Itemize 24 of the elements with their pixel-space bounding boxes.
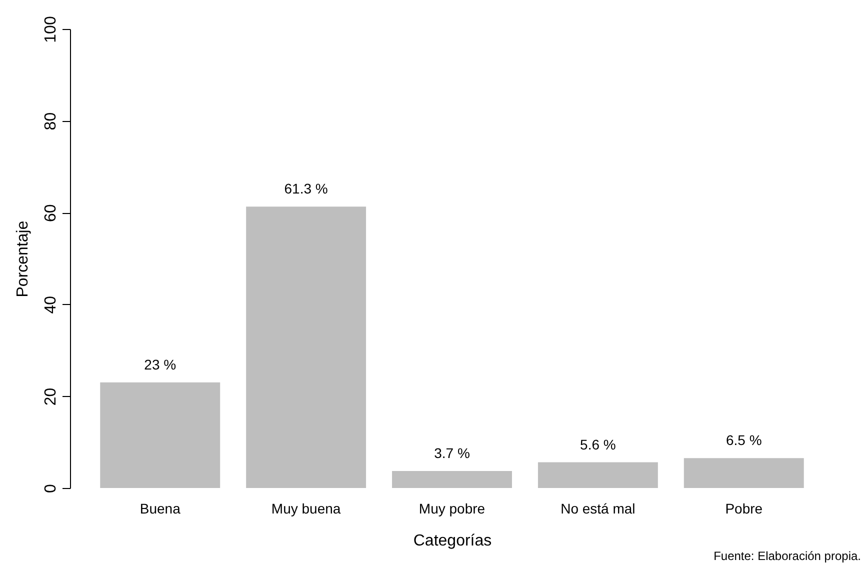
data-label: 5.6 % xyxy=(580,436,616,452)
bar xyxy=(392,471,512,488)
data-label: 3.7 % xyxy=(434,445,470,462)
x-axis-title: Categorías xyxy=(413,532,492,550)
y-axis-title: Porcentaje xyxy=(14,220,32,298)
y-tick-label: 0 xyxy=(42,484,60,493)
x-tick-label: Buena xyxy=(140,500,181,516)
x-tick-label: Muy buena xyxy=(271,500,341,516)
y-tick-label: 60 xyxy=(42,204,60,222)
y-tick-label: 100 xyxy=(42,16,60,43)
y-tick-label: 40 xyxy=(42,296,60,314)
x-tick-label: Muy pobre xyxy=(418,500,486,516)
data-label: 23 % xyxy=(144,356,176,372)
y-tick-label: 20 xyxy=(42,388,60,406)
bar xyxy=(538,462,658,488)
x-tick-label: No está mal xyxy=(560,500,636,516)
data-label: 61.3 % xyxy=(284,180,328,197)
x-tick-label: Pobre xyxy=(725,500,763,516)
bar xyxy=(246,206,366,488)
y-tick-label: 80 xyxy=(42,112,60,130)
bar xyxy=(684,458,804,488)
bar xyxy=(100,382,220,488)
data-label: 6.5 % xyxy=(726,432,762,448)
source-note: Fuente: Elaboración propia. xyxy=(714,549,861,563)
